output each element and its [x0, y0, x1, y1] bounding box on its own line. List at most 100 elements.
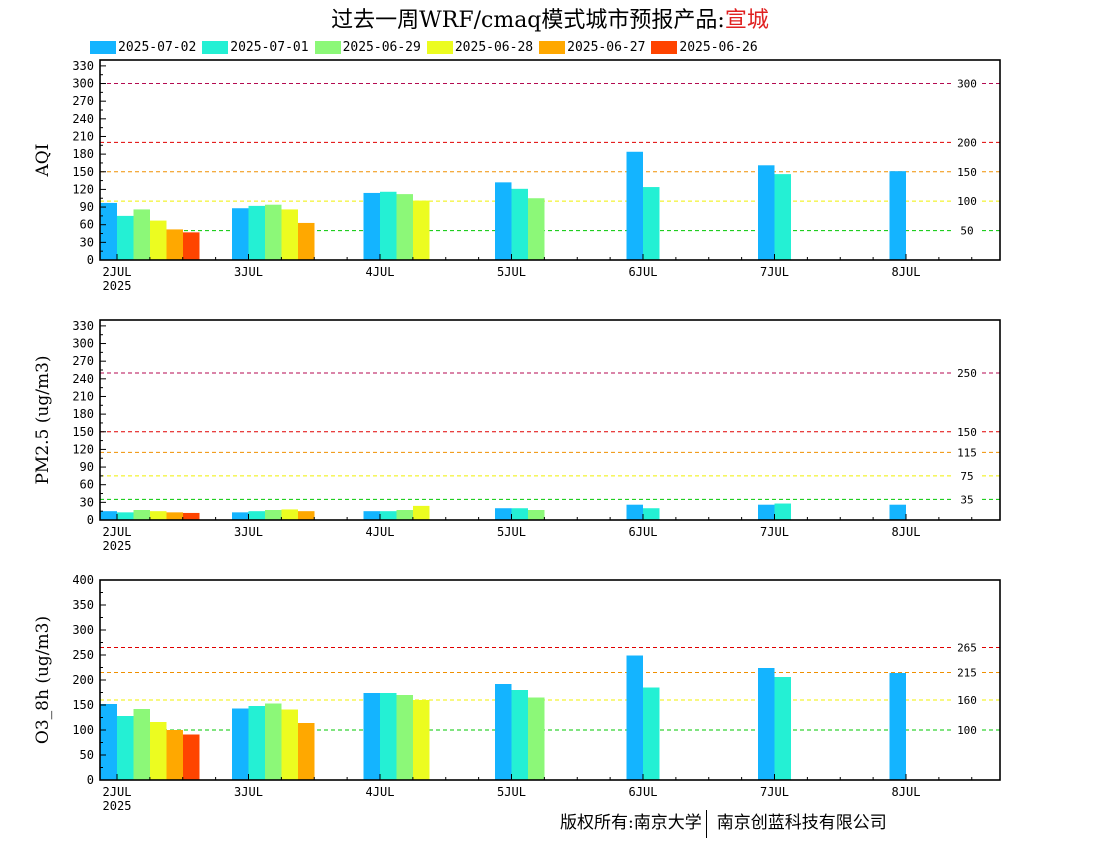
bar [166, 512, 183, 520]
chart-panel: 300 200 150 100 50 0 30 60 90 120 150 180 210 240 270 3… [33, 59, 1001, 293]
legend-swatch [539, 41, 566, 54]
bar [100, 511, 117, 520]
bar [281, 509, 298, 520]
bar [528, 510, 545, 520]
bar [889, 673, 906, 780]
threshold-label: 300 [957, 78, 977, 91]
bar [100, 704, 117, 780]
bar [413, 200, 430, 260]
bar [133, 209, 150, 260]
x-tick-label: 8JUL [892, 525, 921, 539]
threshold-label-bg [952, 196, 982, 207]
x-tick-label: 2JUL [103, 525, 132, 539]
bar [396, 695, 413, 780]
threshold-label-bg [952, 426, 982, 437]
bar [495, 684, 512, 780]
threshold-label: 115 [957, 446, 977, 459]
bar [511, 188, 528, 260]
bar [150, 511, 167, 520]
title-city: 宣城 [724, 8, 769, 33]
x-tick-sublabel: 2025 [103, 799, 132, 813]
bar [281, 709, 298, 780]
x-tick-label: 5JUL [497, 525, 526, 539]
legend-swatch [90, 41, 116, 54]
y-tick-label: 210 [72, 129, 94, 143]
threshold-label-bg [952, 78, 982, 89]
threshold-label: 100 [957, 195, 977, 208]
copyright-separator [705, 809, 707, 838]
threshold-label: 200 [957, 136, 977, 149]
threshold-label-bg [952, 447, 982, 458]
bar [298, 511, 315, 520]
bar [774, 677, 791, 780]
y-axis-label: AQI [33, 144, 53, 178]
y-tick-label: 270 [72, 94, 94, 108]
chart-title: 过去一周WRF/cmaq模式城市预报产品:宣城 [0, 2, 1100, 34]
x-tick-label: 7JUL [760, 785, 789, 799]
bar [363, 192, 380, 260]
bar [889, 504, 906, 520]
bar [232, 208, 249, 260]
x-tick-label: 7JUL [760, 525, 789, 539]
y-tick-label: 90 [80, 200, 94, 214]
threshold-label: 150 [957, 166, 977, 179]
bar [265, 510, 282, 520]
threshold-label-bg [952, 667, 982, 678]
x-tick-label: 6JUL [629, 525, 658, 539]
copyright-left: 版权所有:南京大学 [560, 813, 702, 833]
bar [133, 510, 150, 520]
x-tick-label: 3JUL [234, 785, 263, 799]
title-main: 过去一周WRF/cmaq模式城市预报产品: [331, 8, 725, 33]
bar [380, 191, 397, 260]
bar [117, 215, 134, 260]
bar [380, 693, 397, 780]
legend-label: 2025-06-27 [567, 40, 646, 55]
threshold-label: 250 [957, 367, 977, 380]
threshold-label-bg [952, 642, 982, 653]
y-tick-label: 0 [87, 253, 94, 267]
bar [150, 722, 167, 780]
y-tick-label: 240 [72, 112, 94, 126]
threshold-label-bg [952, 494, 982, 505]
y-tick-label: 120 [72, 442, 94, 456]
threshold-label-bg [952, 725, 982, 735]
bar [396, 194, 413, 260]
bar [363, 693, 380, 780]
threshold-label-bg [952, 166, 982, 177]
legend-label: 2025-07-02 [118, 40, 197, 55]
bar [495, 182, 512, 260]
y-tick-label: 90 [80, 460, 94, 474]
x-tick-label: 3JUL [234, 265, 263, 279]
threshold-label-bg [952, 137, 982, 148]
y-tick-label: 400 [72, 573, 94, 587]
threshold-label: 215 [957, 667, 977, 680]
x-tick-label: 8JUL [892, 265, 921, 279]
threshold-label-bg [952, 367, 982, 378]
bar [889, 171, 906, 260]
threshold-label: 100 [957, 724, 977, 737]
bar [774, 174, 791, 260]
threshold-label: 160 [957, 694, 977, 707]
bar [495, 508, 512, 520]
x-tick-label: 6JUL [629, 785, 658, 799]
legend-label: 2025-06-26 [679, 40, 758, 55]
threshold-label-bg [952, 225, 982, 236]
y-tick-label: 250 [72, 648, 94, 662]
plot-frame [99, 319, 1001, 521]
bar [265, 204, 282, 260]
y-tick-label: 30 [80, 235, 94, 249]
y-tick-label: 150 [72, 165, 94, 179]
y-tick-label: 200 [72, 673, 94, 687]
bar [380, 511, 397, 520]
bar [511, 690, 528, 780]
bar [150, 220, 167, 260]
y-tick-label: 180 [72, 147, 94, 161]
threshold-label: 150 [957, 426, 977, 439]
bar [626, 151, 643, 260]
x-tick-label: 4JUL [366, 265, 395, 279]
bar [643, 187, 660, 260]
y-tick-label: 300 [72, 77, 94, 91]
bar [413, 505, 430, 520]
bar [528, 198, 545, 260]
